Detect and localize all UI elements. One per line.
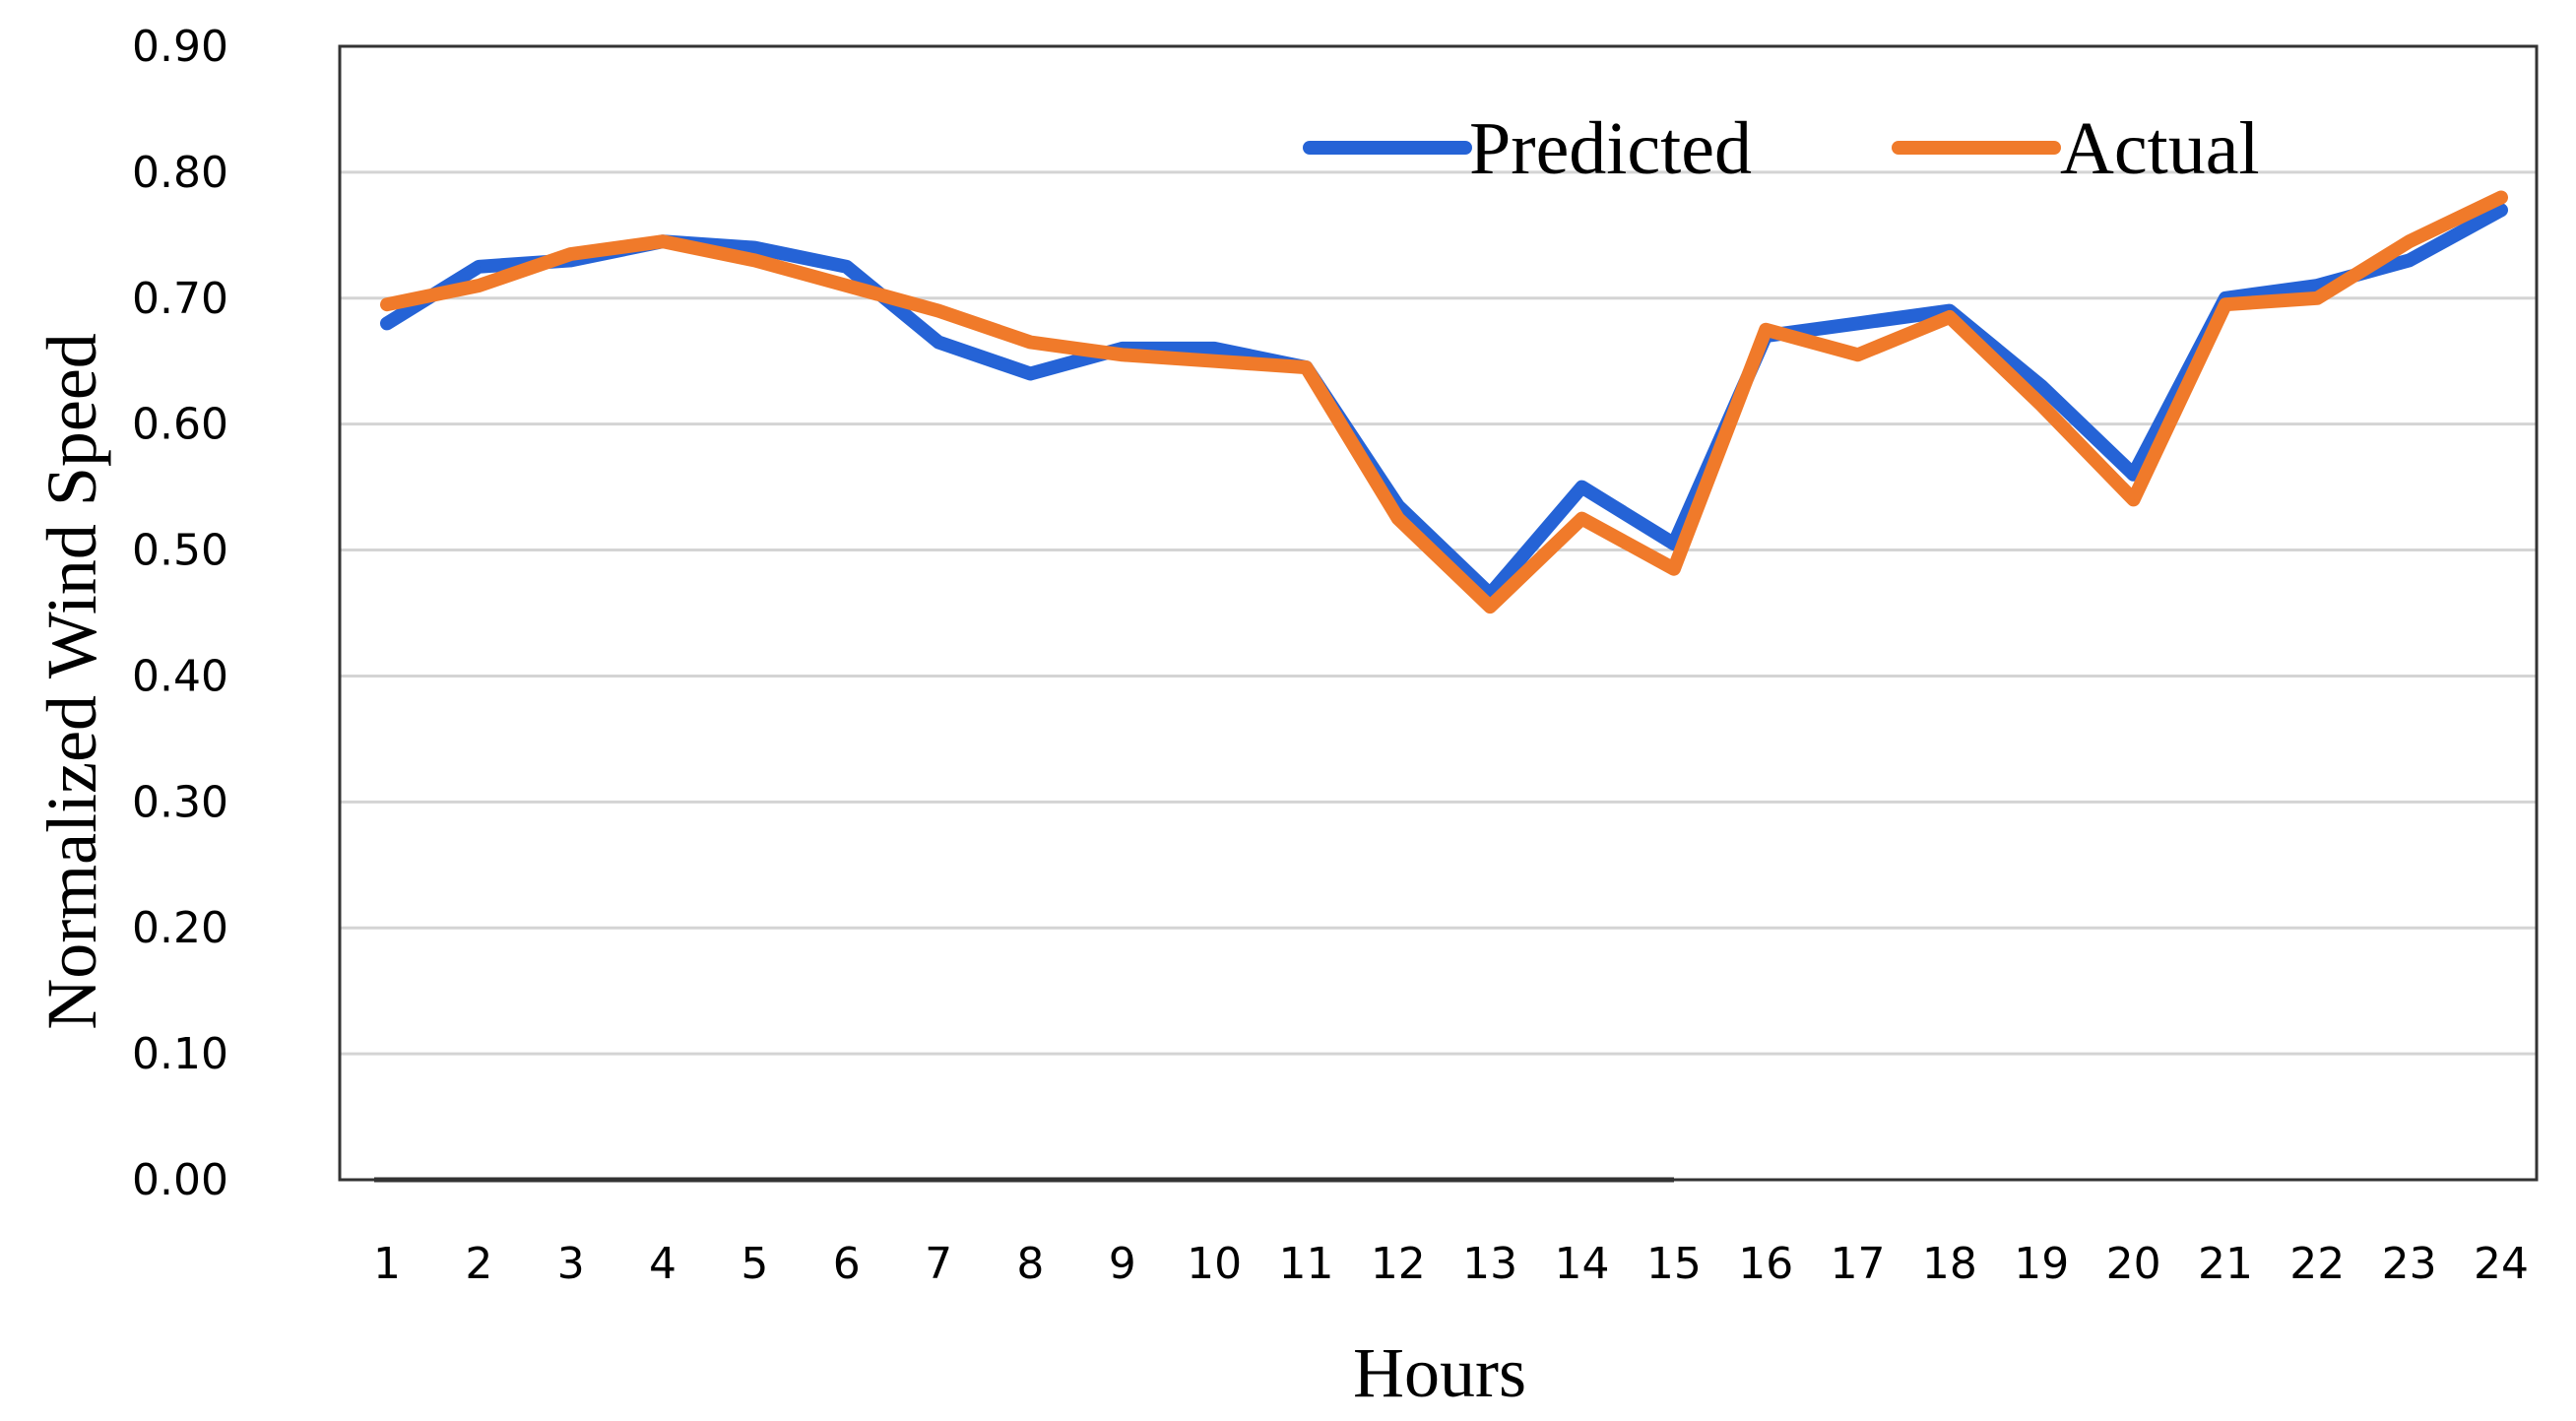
x-axis-title: Hours xyxy=(1353,1333,1526,1412)
data-point-predicted xyxy=(2132,473,2135,476)
data-point-predicted xyxy=(1489,593,1492,596)
plot-frame xyxy=(338,44,2539,1183)
y-tick-label: 0.80 xyxy=(132,148,228,198)
x-tick-label: 7 xyxy=(925,1239,952,1289)
series-line-actual xyxy=(380,190,2508,614)
data-point-actual xyxy=(1213,359,1216,362)
x-tick-label: 3 xyxy=(557,1239,585,1289)
data-point-actual xyxy=(2040,404,2043,407)
data-point-actual xyxy=(2316,296,2319,299)
data-point-actual xyxy=(1029,341,1032,344)
x-tick-label: 14 xyxy=(1555,1239,1610,1289)
data-point-actual xyxy=(478,284,481,287)
data-point-actual xyxy=(386,303,388,306)
data-point-actual xyxy=(753,259,756,262)
plot-border xyxy=(338,44,2539,1182)
x-tick-label: 10 xyxy=(1187,1239,1242,1289)
y-axis-title: Normalized Wind Speed xyxy=(32,333,111,1030)
y-tick-label: 0.60 xyxy=(132,400,228,450)
y-tick-label: 0.50 xyxy=(132,526,228,576)
x-tick-label: 17 xyxy=(1831,1239,1886,1289)
data-point-actual xyxy=(1396,517,1399,520)
y-tick-label: 0.00 xyxy=(132,1155,228,1205)
data-point-predicted xyxy=(1580,485,1583,488)
data-point-predicted xyxy=(1856,322,1859,325)
data-point-actual xyxy=(1948,315,1951,318)
data-point-actual xyxy=(1672,567,1675,570)
data-point-predicted xyxy=(845,265,848,268)
x-tick-label: 21 xyxy=(2198,1239,2253,1289)
x-tick-label: 22 xyxy=(2289,1239,2345,1289)
data-point-predicted xyxy=(1672,543,1675,546)
data-point-actual xyxy=(1489,606,1492,609)
data-point-actual xyxy=(1580,517,1583,520)
data-point-predicted xyxy=(1213,347,1216,350)
x-tick-label: 6 xyxy=(833,1239,861,1289)
data-point-actual xyxy=(662,240,665,243)
x-tick-label: 13 xyxy=(1462,1239,1517,1289)
data-point-predicted xyxy=(478,265,481,268)
data-point-predicted xyxy=(2040,385,2043,388)
x-tick-label: 2 xyxy=(465,1239,492,1289)
series-line-predicted xyxy=(380,203,2508,602)
y-tick-label: 0.90 xyxy=(132,22,228,72)
data-point-predicted xyxy=(2500,209,2502,212)
x-tick-label: 15 xyxy=(1646,1239,1702,1289)
x-tick-label: 1 xyxy=(373,1239,401,1289)
data-point-predicted xyxy=(2316,284,2319,287)
series-lines xyxy=(380,190,2508,614)
y-tick-label: 0.70 xyxy=(132,274,228,324)
legend-label-predicted: Predicted xyxy=(1469,107,1752,190)
x-tick-label: 19 xyxy=(2014,1239,2069,1289)
data-point-actual xyxy=(937,309,940,312)
x-tick-label: 4 xyxy=(649,1239,676,1289)
data-point-predicted xyxy=(386,322,388,325)
data-point-actual xyxy=(2132,498,2135,501)
data-point-actual xyxy=(2500,196,2502,199)
legend-label-actual: Actual xyxy=(2060,107,2260,190)
x-tick-label: 23 xyxy=(2382,1239,2437,1289)
data-point-actual xyxy=(845,284,848,287)
legend: Predicted Actual xyxy=(1303,107,2260,190)
x-tick-label: 24 xyxy=(2474,1239,2529,1289)
y-tick-label: 0.20 xyxy=(132,903,228,953)
data-point-actual xyxy=(1765,328,1768,331)
x-tick-label: 5 xyxy=(741,1239,768,1289)
data-point-predicted xyxy=(1029,372,1032,375)
data-point-actual xyxy=(2223,303,2226,306)
data-point-predicted xyxy=(2408,259,2411,262)
x-tick-label: 8 xyxy=(1016,1239,1044,1289)
y-tick-label: 0.30 xyxy=(132,777,228,827)
x-tick-label: 12 xyxy=(1371,1239,1426,1289)
x-tick-label: 16 xyxy=(1738,1239,1793,1289)
data-point-actual xyxy=(1305,366,1308,369)
x-tick-label: 20 xyxy=(2106,1239,2161,1289)
y-tick-label: 0.40 xyxy=(132,651,228,701)
y-axis-ticks: 0.00 0.10 0.20 0.30 0.40 0.50 0.60 0.70 0.80 0.90 xyxy=(132,22,228,1205)
data-point-actual xyxy=(569,253,572,256)
data-point-predicted xyxy=(937,341,940,344)
data-point-actual xyxy=(1121,354,1124,356)
x-tick-label: 18 xyxy=(1922,1239,1977,1289)
x-axis-ticks: 1 2 3 4 5 6 7 8 9 10 11 12 13 14 15 16 17 18 19 20 21 22 23 24 xyxy=(373,1239,2529,1289)
data-point-actual xyxy=(1856,354,1859,356)
y-tick-label: 0.10 xyxy=(132,1029,228,1079)
x-tick-label: 11 xyxy=(1278,1239,1333,1289)
x-tick-label: 9 xyxy=(1109,1239,1136,1289)
data-point-predicted xyxy=(753,246,756,249)
data-point-actual xyxy=(2408,240,2411,243)
